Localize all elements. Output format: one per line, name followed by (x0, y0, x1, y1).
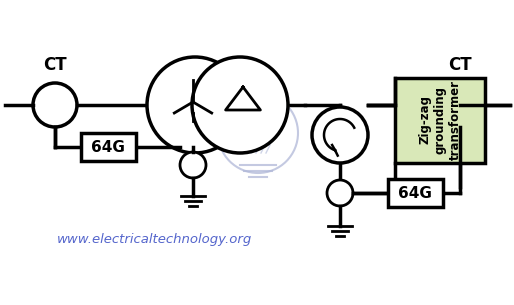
Bar (395, 77, 485, 163)
Circle shape (438, 83, 482, 127)
Bar (388, 179, 443, 207)
Text: www.electricaltechnology.org: www.electricaltechnology.org (58, 234, 252, 246)
Circle shape (218, 93, 298, 173)
Circle shape (180, 152, 206, 178)
Bar (81, 133, 136, 161)
Text: CT: CT (448, 56, 472, 74)
Text: 64G: 64G (91, 139, 125, 155)
Circle shape (192, 57, 288, 153)
Text: Zig-zag
grounding
transformer: Zig-zag grounding transformer (418, 80, 462, 160)
Text: 64G: 64G (398, 185, 432, 200)
Circle shape (147, 57, 243, 153)
Text: CT: CT (43, 56, 67, 74)
Circle shape (327, 180, 353, 206)
Circle shape (33, 83, 77, 127)
Circle shape (312, 107, 368, 163)
